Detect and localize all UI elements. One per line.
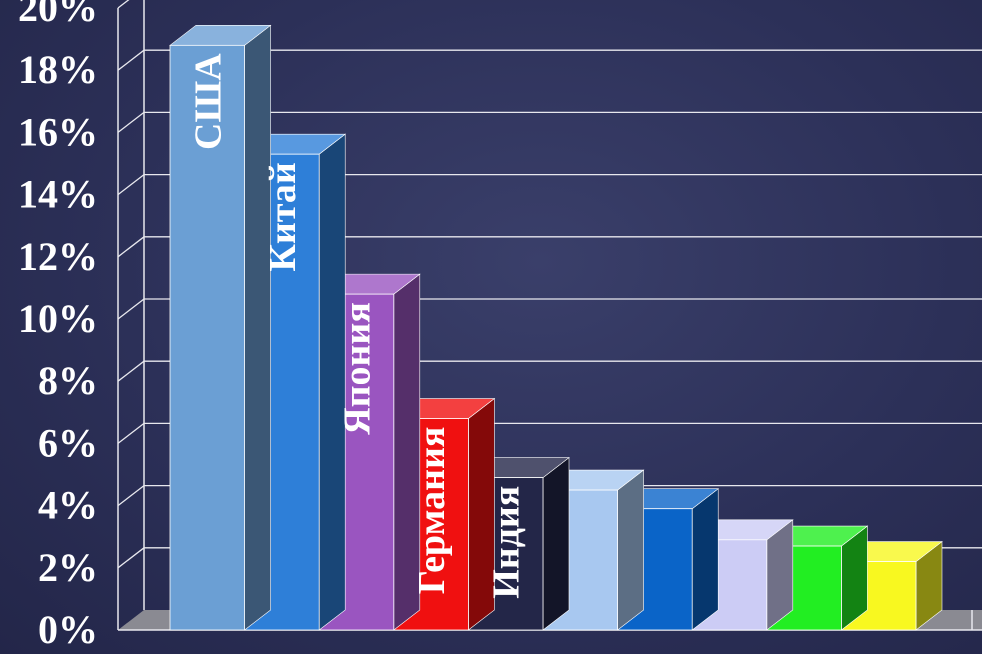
bar-side-face — [542, 457, 570, 631]
y-tick-label: 4% — [38, 483, 98, 528]
bar-side-face — [691, 488, 719, 631]
y-tick-label: 14% — [18, 172, 98, 217]
y-tick-label: 18% — [18, 47, 98, 92]
bar-category-label: Индия — [486, 486, 528, 599]
y-tick-label: 12% — [18, 234, 98, 279]
bar-category-label: Германия — [411, 427, 453, 595]
y-tick-label: 6% — [38, 420, 98, 465]
bar-side-face — [244, 24, 271, 631]
y-tick-labels: 0% 2% 4% 6% 8% 10% 12% 14% 16% 18% 20% — [18, 0, 98, 652]
y-tick-label: 20% — [18, 0, 98, 30]
y-tick-label: 16% — [18, 109, 98, 154]
bar-front-face — [169, 44, 245, 631]
gridline — [117, 0, 130, 9]
bar-category-label: Япония — [337, 302, 379, 435]
bar-category-label: США — [187, 53, 229, 150]
y-tick-label: 8% — [38, 358, 98, 403]
bar-labels: США Китай Япония Германия Индия — [187, 53, 527, 599]
bar-category-label: Китай — [262, 162, 304, 271]
y-tick-label: 10% — [18, 296, 98, 341]
bar-side-face — [617, 469, 644, 631]
bars — [169, 24, 943, 631]
y-tick-label: 2% — [38, 545, 98, 590]
bar — [169, 24, 272, 631]
y-tick-label: 0% — [38, 607, 98, 652]
